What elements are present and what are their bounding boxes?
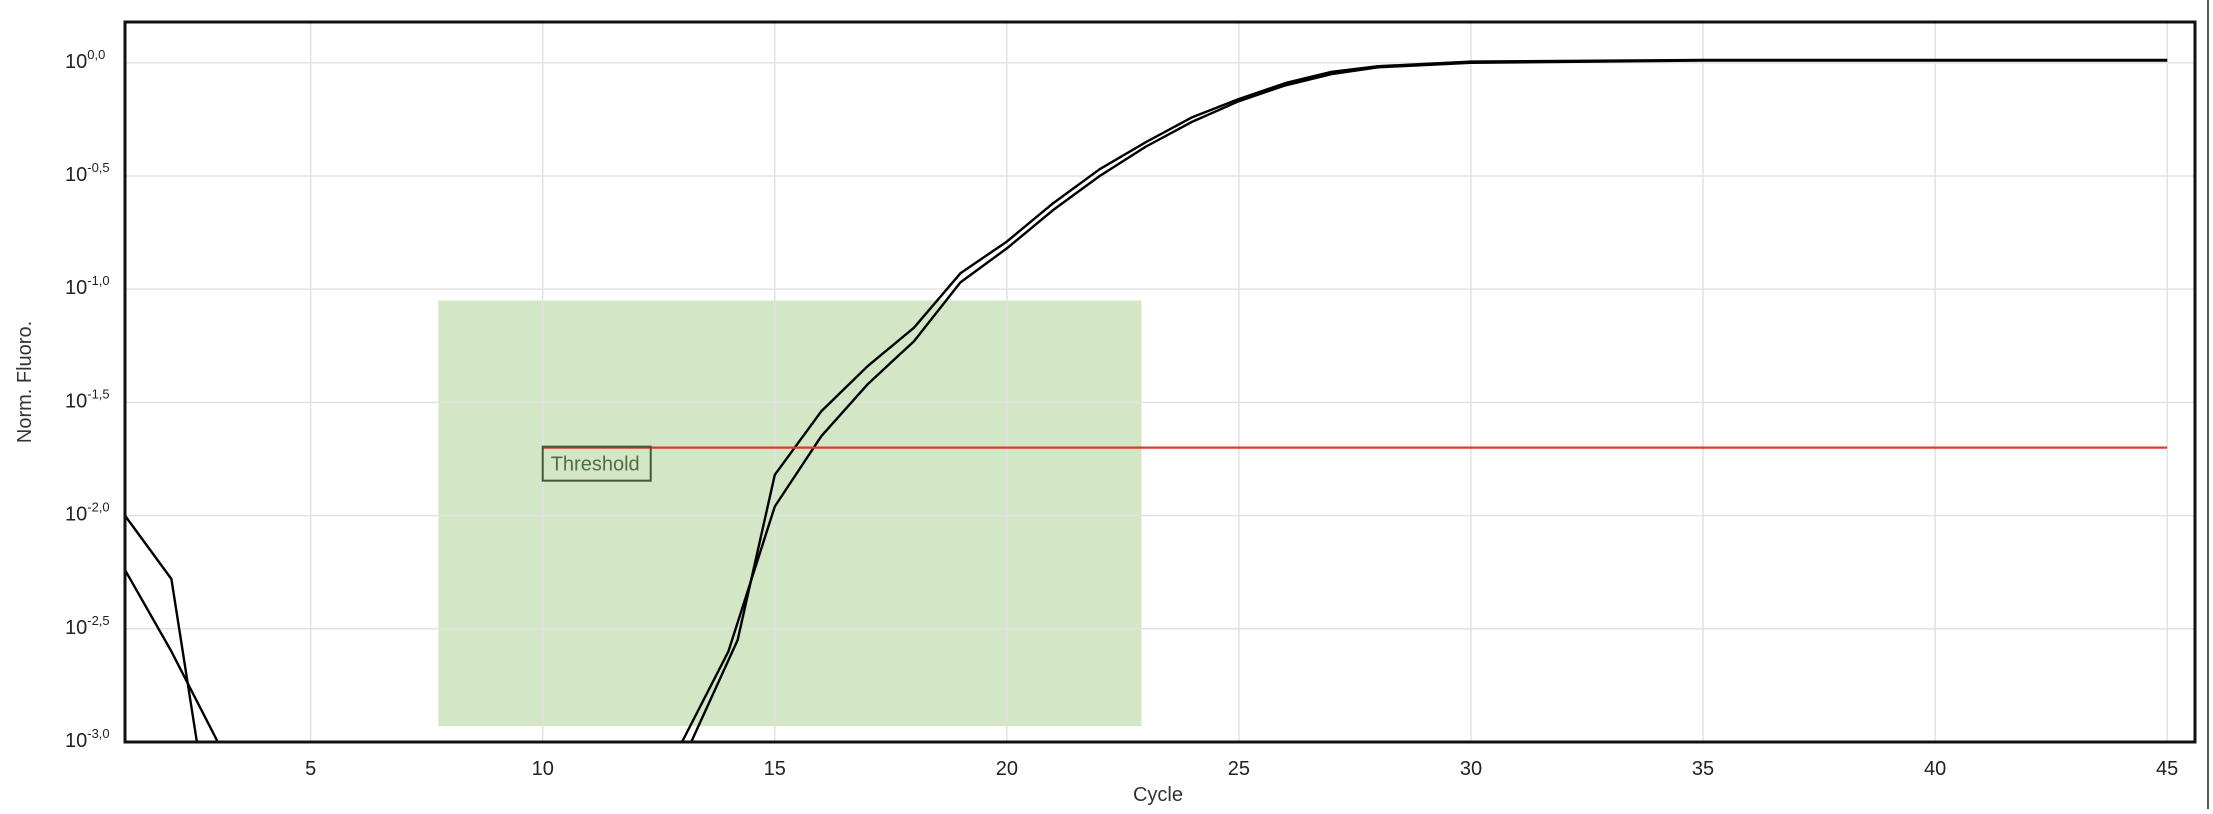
x-axis-title: Cycle: [1133, 784, 1183, 806]
x-tick-labels: 5 10 15 20 25 30 35 40 45: [305, 758, 2178, 780]
grid-layer: [125, 22, 2195, 743]
x-tick-label: 45: [2156, 758, 2178, 780]
series-line-2: [690, 58, 2168, 743]
x-tick-label: 40: [1924, 758, 1946, 780]
x-tick-label: 35: [1692, 758, 1714, 780]
y-tick-label: 10-3,0: [65, 726, 110, 752]
y-axis-title: Norm. Fluoro.: [14, 321, 36, 443]
threshold-layer: Threshold: [541, 445, 2168, 482]
window-edge: [2207, 0, 2209, 809]
series-line-3: [124, 514, 199, 743]
x-tick-label: 15: [764, 758, 786, 780]
plot-frame: [123, 20, 2197, 744]
highlight-region-layer: [438, 300, 1142, 727]
plot-frame-layer: [123, 20, 2197, 744]
threshold-highlight-region: [438, 300, 1142, 727]
y-tick-labels: 10-3,0 10-2,5 10-2,0 10-1,5 10-1,0 10-0,5 100,…: [65, 47, 110, 752]
x-tick-label: 30: [1460, 758, 1482, 780]
threshold-label-box: [541, 445, 652, 482]
y-tick-label: 10-2,5: [65, 613, 110, 639]
x-tick-label: 20: [996, 758, 1018, 780]
y-tick-label: 10-1,0: [65, 273, 110, 299]
y-tick-label: 10-0,5: [65, 160, 110, 186]
series-layer: [123, 58, 2168, 743]
x-tick-label: 10: [532, 758, 554, 780]
y-tick-label: 10-1,5: [65, 386, 110, 412]
series-line-4: [123, 569, 219, 743]
y-tick-label: 100,0: [65, 47, 105, 73]
x-tick-label: 25: [1228, 758, 1250, 780]
threshold-label: Threshold: [551, 454, 640, 476]
y-tick-label: 10-2,0: [65, 500, 110, 526]
x-tick-label: 5: [305, 758, 316, 780]
